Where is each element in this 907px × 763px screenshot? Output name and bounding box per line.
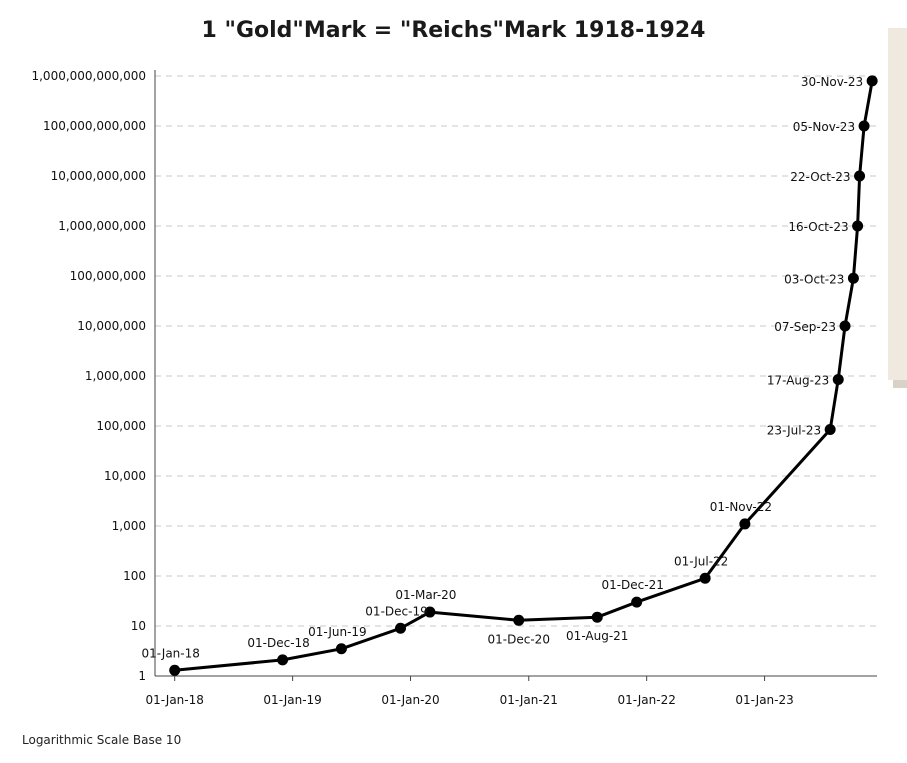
data-label: 01-Mar-20	[395, 588, 456, 602]
data-label: 01-Nov-22	[710, 500, 772, 514]
data-label: 07-Sep-23	[774, 320, 836, 334]
data-point	[847, 272, 859, 284]
series-line	[174, 80, 874, 672]
data-point	[631, 596, 643, 608]
data-point	[513, 614, 525, 626]
x-tick-label: 01-Jan-22	[617, 693, 675, 707]
x-tick-label: 01-Jan-21	[500, 693, 558, 707]
y-tick-labels: 1 10 100 1,000 10,000 100,000 1,000,000 10,000,…	[31, 69, 146, 683]
data-point	[699, 572, 711, 584]
scan-paper-edge	[888, 28, 907, 380]
data-point	[839, 320, 851, 332]
data-label: 01-Dec-21	[601, 578, 663, 592]
x-tick-label: 01-Jan-19	[263, 693, 321, 707]
y-tick-label: 10	[131, 619, 146, 633]
data-point	[854, 170, 866, 182]
data-point	[739, 518, 751, 530]
data-label: 03-Oct-23	[784, 272, 844, 286]
data-label: 01-Dec-20	[488, 632, 550, 646]
data-point	[335, 643, 347, 655]
x-tick-label: 01-Jan-20	[381, 693, 439, 707]
axes	[154, 70, 877, 681]
y-tick-label: 10,000	[104, 469, 146, 483]
y-tick-label: 100,000,000	[70, 269, 146, 283]
y-tick-label: 10,000,000,000	[51, 169, 146, 183]
y-tick-label: 1,000,000	[85, 369, 146, 383]
data-points	[169, 75, 878, 676]
chart-title: 1 "Gold"Mark = "Reichs"Mark 1918-1924	[201, 18, 706, 43]
data-label: 01-Dec-19	[365, 604, 427, 618]
data-point	[832, 374, 844, 386]
data-point	[858, 120, 870, 132]
data-label: 16-Oct-23	[788, 220, 848, 234]
data-label: 17-Aug-23	[767, 374, 829, 388]
x-tick-label: 01-Jan-23	[735, 693, 793, 707]
y-tick-label: 1,000	[112, 519, 146, 533]
data-point	[591, 611, 603, 623]
data-label: 30-Nov-23	[801, 75, 863, 89]
y-tick-label: 1,000,000,000	[58, 219, 146, 233]
data-label: 01-Dec-18	[247, 636, 309, 650]
series-line-path	[174, 80, 874, 672]
data-point	[852, 220, 864, 232]
data-label: 01-Jan-18	[142, 646, 200, 660]
x-tick-label: 01-Jan-18	[146, 693, 204, 707]
scan-paper-edge-shadow	[893, 380, 907, 388]
y-tick-label: 100,000	[96, 419, 146, 433]
data-label: 01-Aug-21	[566, 629, 628, 643]
data-label: 05-Nov-23	[793, 120, 855, 134]
data-label: 23-Jul-23	[767, 424, 821, 438]
data-label: 01-Jul-22	[674, 554, 728, 568]
y-tick-label: 100,000,000,000	[43, 119, 146, 133]
data-point	[395, 622, 407, 634]
scale-note: Logarithmic Scale Base 10	[22, 733, 182, 747]
x-tick-labels: 01-Jan-18 01-Jan-19 01-Jan-20 01-Jan-21 01-J…	[146, 693, 794, 707]
data-point	[169, 664, 181, 676]
data-point	[824, 424, 836, 436]
y-tick-label: 1,000,000,000,000	[31, 69, 146, 83]
y-tick-label: 100	[123, 569, 146, 583]
data-point	[866, 75, 878, 87]
data-label: 01-Jun-19	[308, 625, 367, 639]
y-tick-label: 10,000,000	[77, 319, 146, 333]
y-tick-label: 1	[138, 669, 146, 683]
data-point	[424, 606, 436, 618]
data-label: 22-Oct-23	[790, 170, 850, 184]
data-point	[277, 654, 289, 666]
